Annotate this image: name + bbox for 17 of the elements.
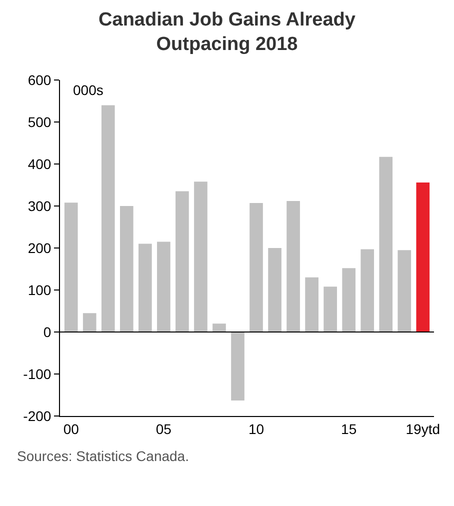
y-tick-label: -200 xyxy=(23,408,52,424)
annotation: 000s xyxy=(73,82,104,98)
x-tick-label: 00 xyxy=(63,420,80,437)
y-tick-label: 600 xyxy=(28,72,52,88)
y-tick-label: 200 xyxy=(28,240,52,256)
x-tick-label: 10 xyxy=(248,420,264,437)
source-note: Sources: Statistics Canada. xyxy=(17,448,189,464)
y-tick-label: 400 xyxy=(28,156,52,172)
chart-title: Canadian Job Gains Already Outpacing 2018 xyxy=(98,9,356,55)
y-tick-label: -100 xyxy=(23,366,52,382)
y-tick-label: 100 xyxy=(28,282,52,298)
y-tick-label: 300 xyxy=(28,198,52,214)
y-tick-label: 0 xyxy=(43,324,52,340)
y-tick-label: 500 xyxy=(28,114,52,130)
x-tick-label: 05 xyxy=(156,420,172,437)
x-tick-label: 19ytd xyxy=(406,420,440,437)
x-tick-label: 15 xyxy=(341,420,357,437)
